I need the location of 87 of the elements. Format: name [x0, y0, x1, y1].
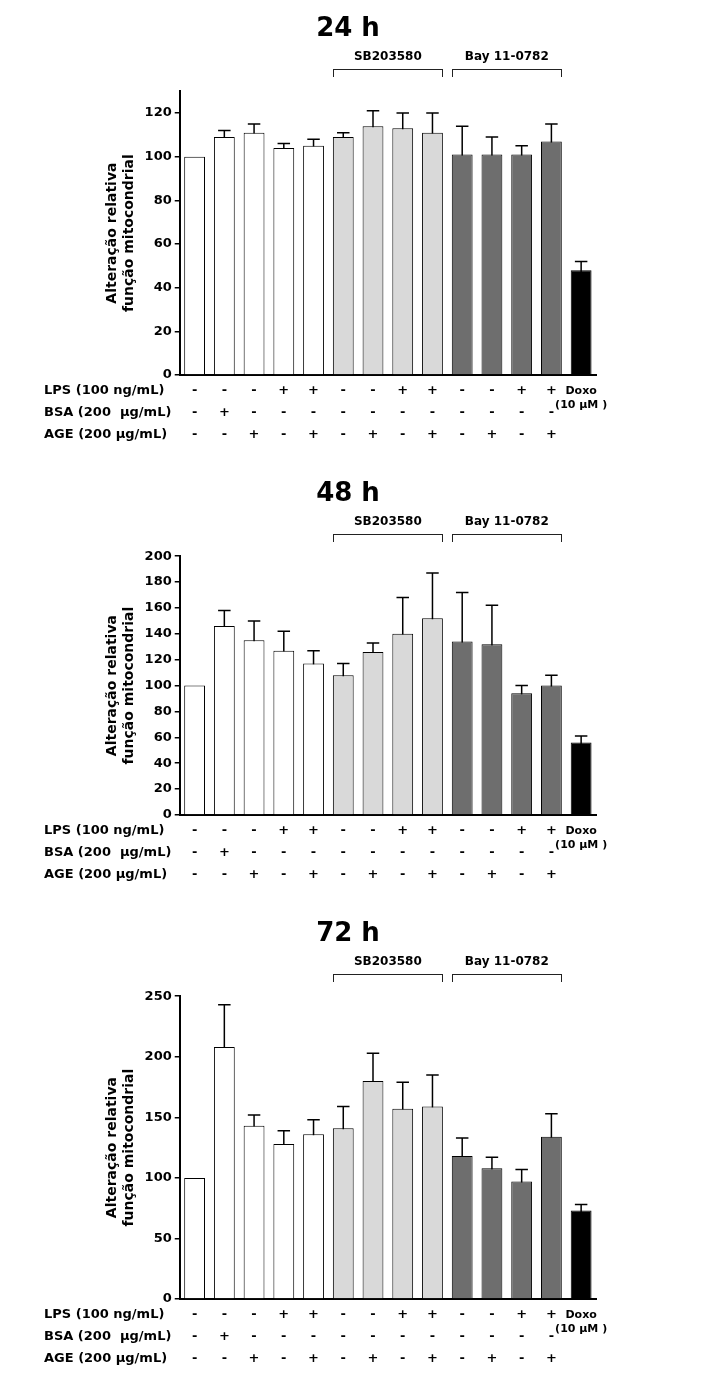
- chart-title: 48 h: [316, 477, 380, 508]
- x-tick-label: Doxo (10 µM ): [555, 1307, 608, 1335]
- y-tick-label: 0: [162, 1290, 172, 1306]
- text: SB203580: [353, 49, 422, 64]
- y-tick-label: 200: [144, 1048, 172, 1064]
- y-tick-label: 80: [153, 702, 172, 718]
- text: LPS (100 ng/mL): [44, 1306, 165, 1322]
- y-axis-title: Alteração relativa função mitocondrial: [103, 1068, 136, 1227]
- text: Bay 11-0782: [464, 49, 549, 64]
- x-tick-label: - - +: [367, 1306, 379, 1366]
- chart-title: 72 h: [316, 917, 380, 948]
- x-tick-label: - - +: [248, 822, 260, 882]
- y-tick-label: 20: [153, 780, 172, 796]
- x-tick-label: + - +: [308, 382, 319, 442]
- text: SB203580: [353, 954, 422, 969]
- text: Bay 11-0782: [464, 954, 549, 969]
- x-tick-label: - - -: [459, 1306, 465, 1366]
- y-tick-label: 200: [144, 547, 172, 563]
- x-tick-label: + - -: [516, 1306, 528, 1366]
- text: AGE (200 µg/mL): [44, 1350, 168, 1366]
- y-tick-label: 100: [144, 1169, 172, 1185]
- x-tick-label: + - +: [308, 1306, 319, 1366]
- x-tick-label: + - -: [516, 382, 528, 442]
- y-tick-label: 150: [144, 1108, 172, 1124]
- x-tick-label: - - -: [459, 822, 465, 882]
- y-tick-label: 120: [144, 104, 172, 120]
- x-tick-label: + - +: [427, 382, 438, 442]
- y-tick-label: 120: [144, 651, 172, 667]
- text: Bay 11-0782: [464, 514, 549, 529]
- text: BSA (200 µg/mL): [44, 844, 172, 860]
- x-tick-label: Doxo (10 µM ): [555, 823, 608, 851]
- y-tick-label: 60: [153, 235, 172, 251]
- y-tick-label: 160: [144, 599, 172, 615]
- x-tick-label: + - -: [278, 382, 290, 442]
- x-tick-label: - - -: [191, 822, 198, 882]
- y-tick-label: 60: [153, 728, 172, 744]
- chart-title: 24 h: [316, 12, 380, 43]
- text: AGE (200 µg/mL): [44, 426, 168, 442]
- y-axis-title: Alteração relativa função mitocondrial: [103, 154, 136, 313]
- text: LPS (100 ng/mL): [44, 822, 165, 838]
- x-tick-label: - - +: [248, 382, 260, 442]
- y-tick-label: 180: [144, 573, 172, 589]
- y-tick-label: 140: [144, 625, 172, 641]
- text: LPS (100 ng/mL): [44, 382, 165, 398]
- x-tick-label: + - +: [427, 822, 438, 882]
- x-tick-label: - - -: [340, 1306, 346, 1366]
- y-tick-label: 40: [153, 754, 172, 770]
- y-tick-label: 40: [153, 279, 172, 295]
- x-tick-label: Doxo (10 µM ): [555, 383, 608, 411]
- x-tick-label: + - +: [427, 1306, 438, 1366]
- x-tick-label: - - -: [191, 1306, 198, 1366]
- x-tick-label: + - -: [397, 382, 409, 442]
- x-tick-label: + - -: [397, 1306, 409, 1366]
- x-tick-label: + - -: [397, 822, 409, 882]
- text: BSA (200 µg/mL): [44, 1328, 172, 1344]
- y-tick-label: 0: [162, 366, 172, 382]
- y-tick-label: 80: [153, 191, 172, 207]
- y-tick-label: 0: [162, 806, 172, 822]
- x-tick-label: + - -: [278, 1306, 290, 1366]
- text: AGE (200 µg/mL): [44, 866, 168, 882]
- y-tick-label: 100: [144, 148, 172, 164]
- x-tick-label: - + -: [218, 382, 230, 442]
- x-tick-label: - - +: [248, 1306, 260, 1366]
- x-tick-label: - - -: [340, 382, 346, 442]
- y-tick-label: 250: [144, 987, 172, 1003]
- x-tick-label: - - -: [459, 382, 465, 442]
- x-tick-label: - - +: [486, 822, 498, 882]
- y-tick-label: 100: [144, 676, 172, 692]
- x-tick-label: - + -: [218, 822, 230, 882]
- x-tick-label: + - -: [516, 822, 528, 882]
- x-tick-label: - - +: [367, 382, 379, 442]
- x-tick-label: - - -: [340, 822, 346, 882]
- x-tick-label: + - +: [545, 1306, 557, 1366]
- x-tick-label: - - +: [486, 382, 498, 442]
- x-tick-label: - + -: [218, 1306, 230, 1366]
- text: SB203580: [353, 514, 422, 529]
- x-tick-label: + - +: [545, 822, 557, 882]
- y-tick-label: 50: [153, 1229, 172, 1245]
- y-axis-title: Alteração relativa função mitocondrial: [103, 606, 136, 765]
- x-tick-label: + - +: [308, 822, 319, 882]
- x-tick-label: + - -: [278, 822, 290, 882]
- x-tick-label: - - +: [367, 822, 379, 882]
- y-tick-label: 20: [153, 322, 172, 338]
- text: BSA (200 µg/mL): [44, 404, 172, 420]
- x-tick-label: + - +: [545, 382, 557, 442]
- x-tick-label: - - +: [486, 1306, 498, 1366]
- x-tick-label: - - -: [191, 382, 198, 442]
